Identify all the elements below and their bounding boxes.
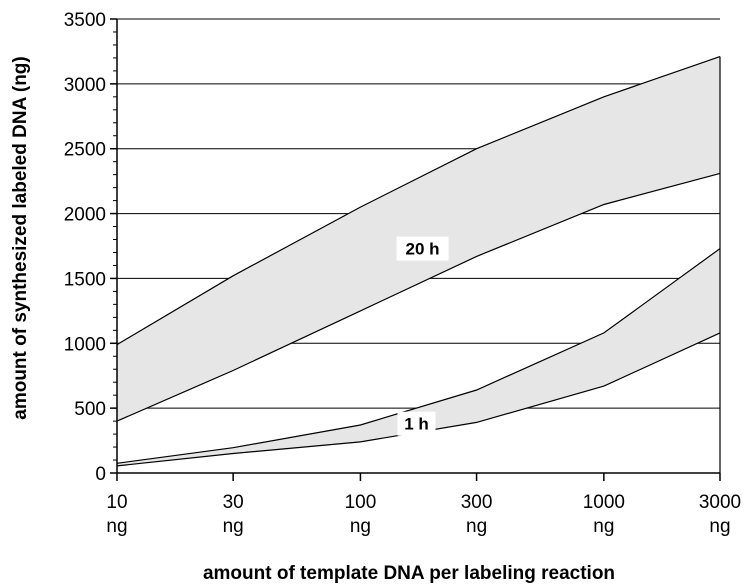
band-20h-lower-line [116,172,721,422]
y-tick-label-1500: 1500 [64,269,106,290]
y-tick-label-2500: 2500 [64,140,106,161]
y-tick-label-500: 500 [74,399,106,420]
x-tick-unit: ng [709,516,730,537]
x-tick-label-1000: 1000 [583,492,625,513]
series-label-1h: 1 h [404,415,429,434]
x-tick-unit: ng [466,516,487,537]
band-20h-upper-line [116,56,721,346]
x-axis-ticks: 10 ng 30 ng 100 ng 300 ng 1000 ng 3000 ng [106,473,741,537]
x-axis-title: amount of template DNA per labeling reac… [203,563,615,584]
x-tick-unit: ng [106,516,127,537]
data-bands [116,56,721,467]
y-axis-ticks: 0 500 1000 1500 2000 2500 3000 3500 [64,10,117,485]
y-tick-label-3500: 3500 [64,10,106,31]
series-label-20h: 20 h [406,240,440,259]
series-label-box [397,411,436,436]
x-tick-unit: ng [350,516,371,537]
x-tick-unit: ng [593,516,614,537]
y-tick-label-3000: 3000 [64,75,106,96]
x-tick-label-30: 30 [223,492,244,513]
band-1h-upper-line [116,248,721,464]
x-tick-label-100: 100 [345,492,377,513]
series-label-box [396,236,449,261]
x-tick-label-10: 10 [106,492,127,513]
y-tick-label-1000: 1000 [64,334,106,355]
x-tick-label-3000: 3000 [699,492,741,513]
y-axis-title: amount of synthesized labeled DNA (ng) [10,56,31,420]
series-labels: 20 h 1 h [396,236,449,436]
y-tick-label-0: 0 [95,464,106,485]
x-tick-unit: ng [223,516,244,537]
x-tick-label-300: 300 [461,492,493,513]
y-tick-label-2000: 2000 [64,205,106,226]
axes [116,19,721,474]
